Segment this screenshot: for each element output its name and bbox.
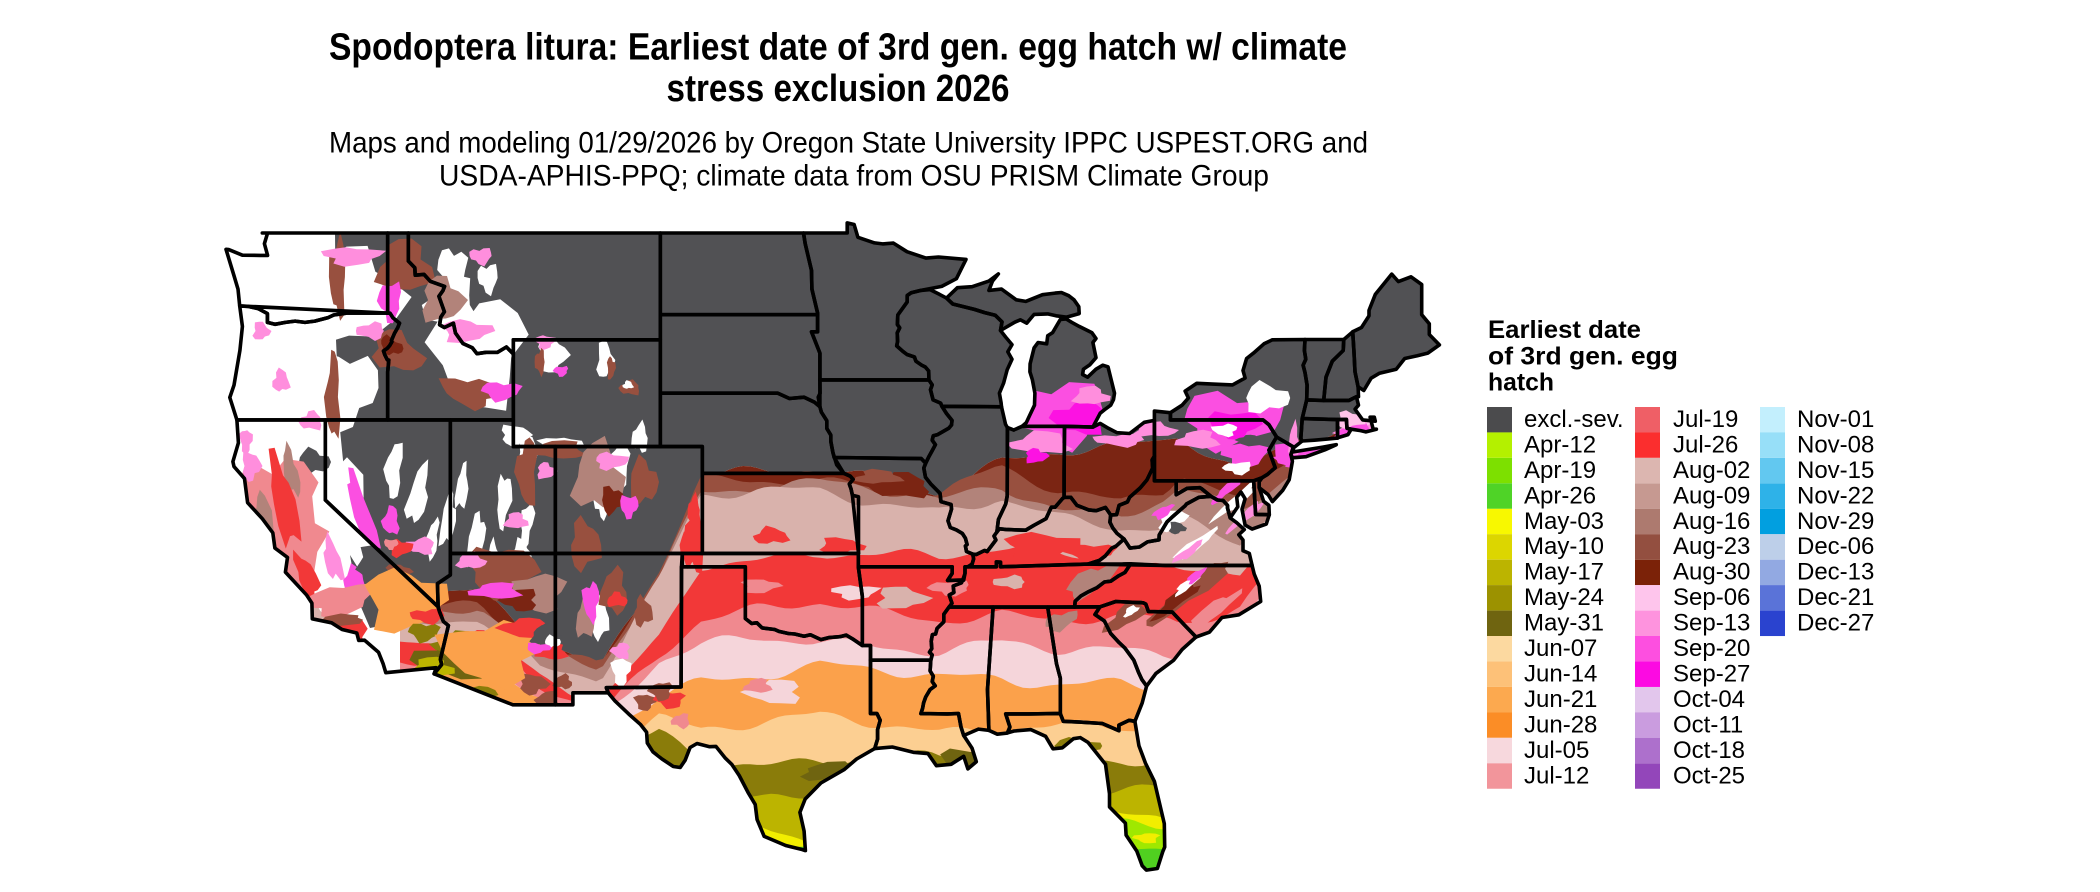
svg-text:Oct-18: Oct-18 [1673,737,1745,764]
svg-text:Jun-07: Jun-07 [1524,635,1597,662]
svg-text:May-03: May-03 [1524,508,1604,535]
svg-text:Sep-13: Sep-13 [1673,610,1750,637]
svg-text:Nov-22: Nov-22 [1797,482,1874,509]
svg-text:Oct-04: Oct-04 [1673,686,1745,713]
svg-text:Apr-26: Apr-26 [1524,482,1596,509]
svg-text:Sep-20: Sep-20 [1673,635,1750,662]
svg-text:Oct-25: Oct-25 [1673,762,1745,789]
svg-text:Nov-29: Nov-29 [1797,508,1874,535]
svg-text:Apr-19: Apr-19 [1524,457,1596,484]
svg-text:Apr-12: Apr-12 [1524,431,1596,458]
svg-text:Jul-19: Jul-19 [1673,406,1738,433]
svg-text:Jun-21: Jun-21 [1524,686,1597,713]
svg-text:Jul-26: Jul-26 [1673,431,1738,458]
svg-text:Nov-01: Nov-01 [1797,406,1874,433]
svg-text:May-10: May-10 [1524,533,1604,560]
svg-text:Dec-13: Dec-13 [1797,559,1874,586]
svg-text:hatch: hatch [1488,369,1554,397]
svg-text:Jun-14: Jun-14 [1524,661,1597,688]
svg-text:Sep-27: Sep-27 [1673,661,1750,688]
svg-text:May-24: May-24 [1524,584,1604,611]
svg-text:Nov-15: Nov-15 [1797,457,1874,484]
svg-text:excl.-sev.: excl.-sev. [1524,406,1624,433]
svg-text:Dec-21: Dec-21 [1797,584,1874,611]
svg-text:Jul-12: Jul-12 [1524,762,1589,789]
svg-text:of 3rd gen. egg: of 3rd gen. egg [1488,342,1678,370]
svg-text:Sep-06: Sep-06 [1673,584,1750,611]
svg-text:Maps and modeling 01/29/2026 b: Maps and modeling 01/29/2026 by Oregon S… [329,127,1368,160]
svg-text:May-17: May-17 [1524,559,1604,586]
svg-text:Jun-28: Jun-28 [1524,711,1597,738]
svg-text:Aug-16: Aug-16 [1673,508,1750,535]
svg-text:stress exclusion 2026: stress exclusion 2026 [667,68,1010,110]
svg-text:Spodoptera litura: Earliest da: Spodoptera litura: Earliest date of 3rd … [329,27,1347,69]
svg-text:Earliest date: Earliest date [1488,316,1641,344]
svg-text:Oct-11: Oct-11 [1673,711,1743,738]
svg-text:Dec-06: Dec-06 [1797,533,1874,560]
svg-text:USDA-APHIS-PPQ; climate data f: USDA-APHIS-PPQ; climate data from OSU PR… [439,160,1269,193]
svg-text:Aug-09: Aug-09 [1673,482,1750,509]
svg-text:May-31: May-31 [1524,610,1604,637]
svg-text:Aug-30: Aug-30 [1673,559,1750,586]
svg-text:Aug-23: Aug-23 [1673,533,1750,560]
svg-text:Aug-02: Aug-02 [1673,457,1750,484]
svg-text:Jul-05: Jul-05 [1524,737,1589,764]
svg-text:Dec-27: Dec-27 [1797,610,1874,637]
svg-text:Nov-08: Nov-08 [1797,431,1874,458]
